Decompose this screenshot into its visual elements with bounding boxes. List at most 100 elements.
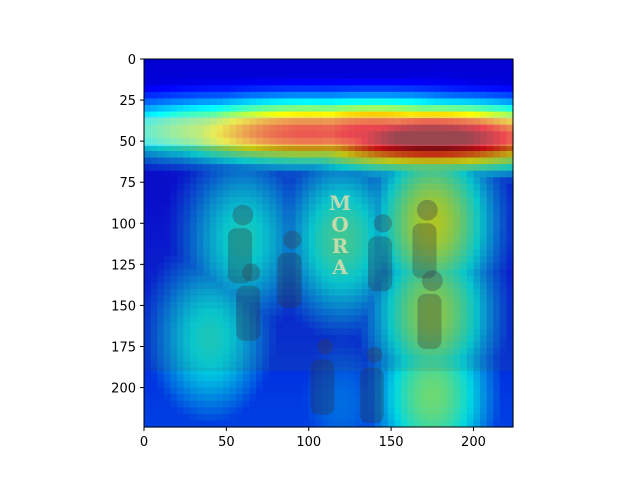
heat-cell: [150, 98, 158, 106]
heat-cell: [223, 210, 231, 218]
heat-cell: [242, 137, 251, 146]
heat-cell: [440, 229, 448, 238]
heat-cell: [190, 420, 198, 428]
heat-cell: [183, 407, 191, 415]
heat-cell: [223, 118, 231, 126]
heat-cell: [466, 137, 475, 146]
heat-cell: [242, 295, 251, 303]
heat-cell: [368, 262, 376, 270]
heat-cell: [506, 210, 514, 218]
heat-cell: [275, 197, 283, 205]
heat-cell: [236, 315, 244, 323]
heat-cell: [170, 348, 178, 356]
heat-cell: [308, 275, 316, 284]
heat-cell: [374, 124, 382, 132]
heat-cell: [288, 282, 297, 290]
heat-cell: [315, 78, 323, 86]
heat-cell: [440, 394, 448, 402]
heat-cell: [176, 262, 185, 270]
heat-cell: [269, 256, 277, 264]
heat-cell: [394, 321, 402, 330]
heat-cell: [433, 124, 442, 132]
heat-cell: [216, 420, 224, 428]
heat-cell: [335, 210, 343, 218]
heat-cell: [480, 197, 488, 205]
heat-cell: [144, 164, 152, 172]
heat-cell: [183, 223, 191, 231]
heat-cell: [288, 59, 297, 67]
heat-cell: [394, 223, 402, 231]
heat-cell: [242, 157, 251, 165]
heat-cell: [361, 177, 369, 185]
heat-cell: [354, 157, 363, 165]
heat-cell: [262, 177, 270, 185]
heat-cell: [335, 144, 343, 152]
heat-cell: [414, 400, 422, 408]
heat-cell: [196, 289, 204, 297]
heat-cell: [262, 367, 270, 376]
heat-cell: [203, 72, 211, 80]
heat-cell: [308, 157, 316, 165]
heat-cell: [183, 177, 191, 185]
heat-cell: [420, 381, 428, 389]
heat-cell: [506, 321, 514, 330]
heat-cell: [242, 335, 251, 343]
heat-cell: [242, 98, 251, 106]
heat-cell: [321, 394, 330, 402]
heat-cell: [433, 289, 442, 297]
heat-cell: [335, 177, 343, 185]
heat-cell: [381, 210, 389, 218]
heat-cell: [183, 216, 191, 224]
heat-cell: [157, 374, 165, 382]
heat-cell: [209, 170, 218, 178]
heat-cell: [170, 164, 178, 172]
heat-cell: [203, 118, 211, 126]
heat-cell: [242, 118, 251, 126]
heat-cell: [321, 65, 330, 73]
heat-cell: [196, 124, 204, 132]
heat-cell: [414, 65, 422, 73]
heat-cell: [354, 72, 363, 80]
heat-cell: [150, 413, 158, 422]
heat-cell: [315, 328, 323, 336]
heat-cell: [216, 98, 224, 106]
heat-cell: [196, 348, 204, 356]
heat-cell: [196, 229, 204, 238]
heat-cell: [368, 341, 376, 349]
heat-cell: [170, 236, 178, 244]
heat-cell: [440, 111, 448, 119]
heat-cell: [407, 367, 415, 376]
heat-cell: [499, 203, 508, 211]
heat-cell: [506, 269, 514, 277]
heat-cell: [361, 216, 369, 224]
heat-cell: [249, 210, 257, 218]
heat-cell: [374, 72, 382, 80]
heat-cell: [216, 289, 224, 297]
heat-cell: [216, 137, 224, 146]
heat-cell: [394, 177, 402, 185]
heat-cell: [427, 197, 435, 205]
heat-cell: [308, 197, 316, 205]
heat-cell: [493, 118, 501, 126]
heat-cell: [473, 91, 481, 100]
heat-cell: [209, 295, 218, 303]
heat-cell: [440, 183, 448, 192]
heat-cell: [163, 420, 171, 428]
heat-cell: [163, 249, 171, 257]
heat-cell: [420, 407, 428, 415]
heat-cell: [368, 177, 376, 185]
heat-cell: [394, 170, 402, 178]
heat-cell: [157, 223, 165, 231]
heat-cell: [354, 177, 363, 185]
heat-cell: [407, 65, 415, 73]
heat-cell: [447, 381, 455, 389]
heat-cell: [480, 216, 488, 224]
heat-cell: [282, 315, 290, 323]
heat-cell: [295, 321, 303, 330]
sign-letter: A: [331, 255, 348, 279]
heat-cell: [242, 78, 251, 86]
heat-cell: [466, 289, 475, 297]
heat-cell: [256, 151, 264, 159]
heat-cell: [150, 269, 158, 277]
heat-cell: [354, 315, 363, 323]
